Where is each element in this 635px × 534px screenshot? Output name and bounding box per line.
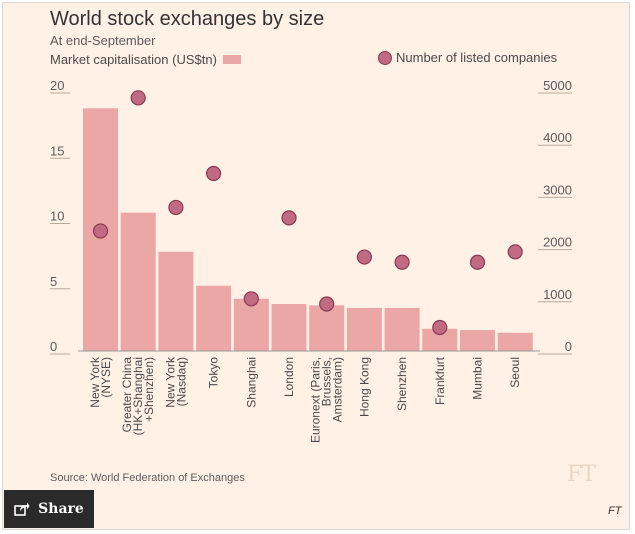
dot-0 — [92, 223, 109, 239]
right-tick-label: 1000 — [543, 287, 572, 302]
dot-6 — [319, 296, 335, 312]
dot-3 — [206, 165, 222, 182]
left-tick-label: 20 — [50, 78, 64, 93]
category-label: Brussels, — [320, 357, 334, 406]
left-tick-label: 10 — [50, 209, 64, 224]
share-button[interactable]: Share — [4, 490, 94, 528]
dot-11 — [507, 244, 523, 260]
bar-5 — [271, 304, 307, 351]
dot-8 — [394, 254, 410, 270]
chart-subtitle: At end-September — [50, 33, 156, 48]
legend-listed-companies: Number of listed companies — [378, 50, 557, 65]
category-label: (HK+Shanghai — [131, 357, 145, 435]
ft-watermark: FT — [567, 462, 596, 487]
category-label: London — [282, 357, 296, 397]
category-label: Greater China — [120, 357, 134, 433]
dot-7 — [356, 249, 372, 265]
category-label: Seoul — [508, 357, 522, 388]
bar-6 — [309, 305, 345, 351]
category-label: Shenzhen — [395, 357, 409, 411]
source-note: Source: World Federation of Exchanges — [50, 472, 245, 484]
bar-10 — [460, 330, 495, 351]
left-tick-label: 15 — [50, 143, 64, 158]
category-label: Frankfurt — [433, 356, 447, 405]
bar-3 — [196, 285, 232, 351]
dot-10 — [469, 254, 486, 270]
category-label: Tokyo — [207, 357, 221, 389]
dot-5 — [281, 210, 297, 226]
legend-bar-swatch — [222, 55, 241, 64]
category-label: New York — [163, 356, 177, 408]
share-button-label: Share — [38, 501, 84, 517]
category-label: Mumbai — [471, 357, 485, 400]
category-label: Shanghai — [244, 357, 258, 408]
category-label: Euronext (Paris, — [309, 357, 323, 443]
ft-footer-logo: FT — [608, 505, 622, 517]
legend-listed-companies-label: Number of listed companies — [396, 50, 558, 65]
share-icon — [14, 502, 30, 516]
bar-9 — [422, 328, 458, 351]
bar-1 — [120, 212, 156, 351]
category-label: New York — [88, 356, 102, 408]
category-label: Amsterdam) — [331, 357, 345, 422]
legend-market-cap: Market capitalisation (US$tn) — [50, 52, 241, 67]
bar-11 — [497, 332, 533, 351]
right-tick-label: 0 — [565, 339, 572, 354]
bar-2 — [158, 251, 194, 351]
category-label: (NYSE) — [99, 357, 113, 398]
dot-2 — [168, 199, 184, 216]
right-tick-label: 5000 — [543, 78, 572, 93]
bar-8 — [384, 307, 420, 351]
legend-dot-swatch — [378, 50, 392, 65]
category-label: Hong Kong — [357, 357, 371, 417]
legend-market-cap-label: Market capitalisation (US$tn) — [50, 52, 217, 67]
category-label: (Nasdaq) — [174, 357, 188, 406]
bar-7 — [346, 307, 382, 351]
chart-title: World stock exchanges by size — [50, 8, 325, 30]
right-tick-label: 3000 — [543, 182, 572, 197]
right-tick-label: 2000 — [543, 235, 572, 250]
left-tick-label: 0 — [50, 339, 57, 354]
dot-4 — [243, 291, 259, 307]
dot-9 — [432, 319, 448, 336]
bar-4 — [233, 298, 269, 351]
right-tick-label: 4000 — [543, 130, 572, 145]
category-label: +Shenzhen) — [142, 357, 156, 422]
dot-1 — [130, 90, 146, 106]
left-tick-label: 5 — [50, 274, 57, 289]
